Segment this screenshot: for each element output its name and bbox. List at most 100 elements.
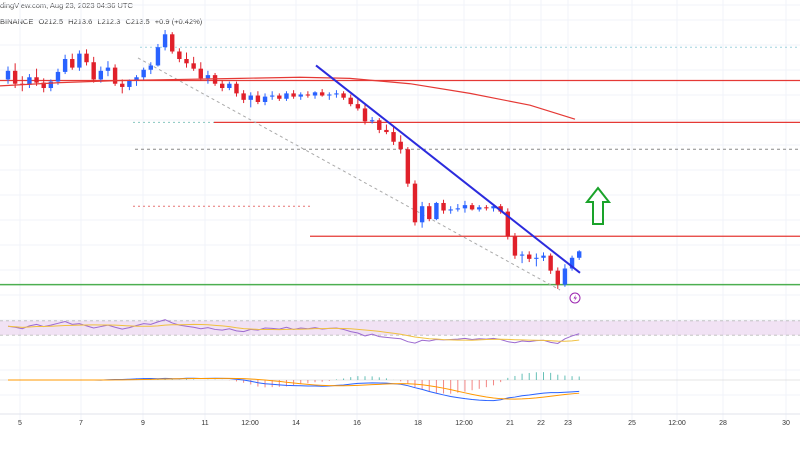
candle-body <box>577 251 582 258</box>
candle-body <box>562 268 568 285</box>
candle-body <box>527 254 532 259</box>
x-tick-label: 28 <box>719 420 727 427</box>
candle-body <box>484 207 489 209</box>
x-tick-label: 21 <box>506 420 514 427</box>
candle-body <box>77 53 82 68</box>
candle-body <box>384 129 389 133</box>
candle-body <box>98 70 104 80</box>
x-tick-label: 22 <box>537 420 545 427</box>
x-tick-label: 14 <box>292 420 300 427</box>
candle-body <box>55 71 61 82</box>
rsi-panel <box>0 319 800 345</box>
candle-body <box>519 254 525 256</box>
candles <box>5 30 582 289</box>
close-value: C213.5 <box>125 17 150 26</box>
candle-body <box>170 34 175 52</box>
overlays <box>0 64 612 304</box>
change-value: +0.9 (+0.42%) <box>154 17 203 26</box>
candle-body <box>234 83 239 94</box>
candle-body <box>327 94 332 96</box>
candle-body <box>477 207 482 210</box>
candle-body <box>534 257 539 259</box>
candle-body <box>112 67 118 84</box>
candle-body <box>455 208 461 210</box>
price-levels <box>0 46 800 291</box>
x-tick-label: 7 <box>79 420 83 427</box>
candle-body <box>284 93 289 99</box>
candle-body <box>498 206 503 212</box>
candle-body <box>198 68 203 79</box>
macd-panel <box>0 372 800 402</box>
candle-body <box>162 34 168 48</box>
candle-body <box>491 206 496 209</box>
candle-body <box>555 270 560 285</box>
candle-body <box>227 83 232 89</box>
candle-body <box>155 47 161 66</box>
candle-body <box>362 108 368 122</box>
candle-body <box>469 205 475 210</box>
macd-signal-line <box>8 377 580 400</box>
candle-body <box>91 62 96 80</box>
candle-body <box>141 69 146 78</box>
x-tick-label: 12:00 <box>668 420 686 427</box>
candle-body <box>355 104 361 109</box>
up-arrow-icon <box>584 186 612 225</box>
dotted-trend-guide <box>137 57 561 291</box>
candle-body <box>434 202 439 220</box>
candle-body <box>448 209 453 211</box>
candle-body <box>184 59 189 64</box>
candle-body <box>369 120 375 122</box>
candle-body <box>312 92 318 96</box>
x-tick-label: 12:00 <box>241 420 259 427</box>
candle-body <box>41 82 46 89</box>
candle-body <box>62 59 68 72</box>
candle-body <box>84 53 89 63</box>
candle-body <box>127 80 132 87</box>
candle-body <box>12 70 18 84</box>
candle-body <box>377 120 382 130</box>
candle-body <box>70 59 75 68</box>
candle-body <box>220 83 225 89</box>
x-tick-label: 18 <box>414 420 422 427</box>
candle-body <box>105 67 111 71</box>
candle-body <box>205 75 211 79</box>
x-tick-label: 12:00 <box>455 420 473 427</box>
exchange-label: BINANCE <box>0 17 34 26</box>
descending-trendline <box>315 64 581 274</box>
candle-body <box>334 93 339 95</box>
high-value: H213.6 <box>68 17 93 26</box>
candle-body <box>177 51 182 60</box>
candle-body <box>34 77 39 83</box>
candle-body <box>391 132 396 142</box>
candle-body <box>248 95 253 100</box>
candle-body <box>277 95 282 99</box>
candle-body <box>541 255 546 258</box>
x-tick-label: 30 <box>782 420 790 427</box>
candle-body <box>241 93 246 100</box>
grid <box>0 0 800 420</box>
candle-body <box>48 81 54 89</box>
candle-body <box>134 77 139 81</box>
x-tick-label: 9 <box>141 420 145 427</box>
open-value: O212.5 <box>38 17 64 26</box>
candle-body <box>191 63 196 69</box>
candle-body <box>262 96 268 102</box>
candle-body <box>512 236 518 256</box>
candle-body <box>569 257 575 269</box>
x-tick-label: 11 <box>201 420 208 427</box>
low-value: L212.3 <box>97 17 121 26</box>
candle-body <box>5 70 11 80</box>
candle-body <box>298 94 303 97</box>
candle-body <box>148 65 153 70</box>
rsi-signal-line <box>7 323 580 342</box>
x-tick-label: 5 <box>18 420 22 427</box>
candle-body <box>255 95 261 102</box>
candle-body <box>405 149 411 184</box>
candle-body <box>505 211 510 237</box>
candle-body <box>120 83 125 87</box>
candle-body <box>427 206 432 220</box>
candle-body <box>548 255 553 271</box>
x-tick-label: 16 <box>353 420 361 427</box>
candle-body <box>319 92 325 96</box>
